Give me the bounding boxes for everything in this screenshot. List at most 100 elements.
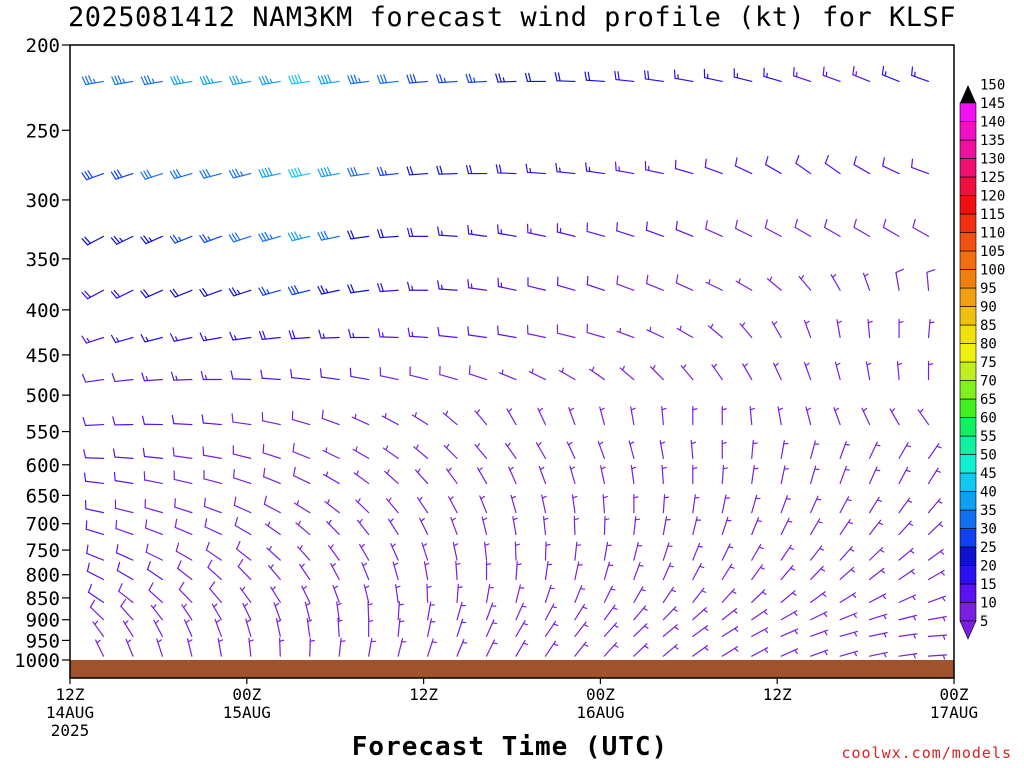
y-tick-label: 450 bbox=[26, 345, 60, 367]
colorbar-label: 40 bbox=[980, 485, 997, 501]
wind-barb bbox=[557, 276, 576, 291]
wind-barb bbox=[780, 590, 797, 603]
wind-barb bbox=[541, 494, 547, 514]
wind-barb bbox=[232, 445, 252, 459]
wind-barb bbox=[199, 233, 222, 244]
wind-barb bbox=[322, 447, 340, 459]
wind-barb bbox=[586, 275, 606, 291]
colorbar-label: 100 bbox=[980, 263, 1005, 279]
wind-barb bbox=[140, 169, 163, 180]
wind-barb bbox=[397, 601, 404, 621]
wind-barb bbox=[661, 464, 667, 485]
wind-barb bbox=[633, 561, 644, 581]
wind-barb bbox=[414, 468, 429, 485]
wind-barb bbox=[201, 414, 222, 426]
wind-barb bbox=[236, 540, 252, 561]
wind-barb bbox=[237, 558, 252, 581]
wind-barb bbox=[763, 67, 782, 83]
wind-barb bbox=[120, 598, 134, 621]
wind-barb bbox=[203, 469, 222, 485]
wind-barb bbox=[751, 627, 769, 637]
wind-barb bbox=[721, 646, 739, 657]
wind-barb bbox=[239, 586, 252, 603]
chart-title: 2025081412 NAM3KM forecast wind profile … bbox=[67, 2, 957, 33]
wind-barb bbox=[85, 520, 105, 536]
wind-barb bbox=[347, 230, 370, 240]
wind-barb bbox=[506, 408, 517, 426]
colorbar-label: 45 bbox=[980, 466, 997, 482]
wind-barb bbox=[199, 287, 222, 298]
wind-barb bbox=[145, 543, 163, 561]
wind-barb bbox=[603, 642, 619, 657]
wind-barb bbox=[86, 544, 105, 561]
wind-barb bbox=[898, 594, 917, 603]
y-tick-label: 200 bbox=[26, 35, 60, 57]
wind-barb bbox=[927, 360, 934, 381]
colorbar-label: 130 bbox=[980, 152, 1005, 168]
wind-barb bbox=[839, 650, 859, 657]
wind-barb bbox=[692, 625, 709, 637]
wind-barb bbox=[273, 602, 281, 621]
wind-barb bbox=[317, 285, 340, 295]
wind-barb bbox=[202, 446, 222, 459]
wind-barb bbox=[205, 541, 222, 561]
wind-barb bbox=[616, 221, 635, 237]
wind-barb bbox=[777, 406, 783, 426]
colorbar-swatch bbox=[959, 287, 977, 307]
wind-barb bbox=[81, 373, 105, 383]
wind-barb bbox=[150, 604, 163, 621]
colorbar-swatch bbox=[959, 565, 977, 585]
wind-barb bbox=[568, 407, 576, 426]
wind-barb bbox=[485, 619, 498, 637]
wind-barb bbox=[868, 651, 888, 658]
wind-barb bbox=[321, 409, 340, 426]
wind-barb bbox=[690, 439, 697, 459]
wind-barb bbox=[83, 472, 105, 485]
wind-barb bbox=[515, 639, 528, 657]
wind-barb bbox=[514, 541, 521, 561]
wind-barb bbox=[199, 332, 222, 342]
wind-barb bbox=[780, 648, 799, 657]
wind-barb bbox=[377, 282, 399, 293]
wind-barb bbox=[207, 559, 222, 581]
wind-barb bbox=[707, 323, 723, 339]
wind-barb bbox=[898, 568, 916, 581]
wind-barb bbox=[287, 285, 311, 296]
wind-barb bbox=[336, 601, 342, 621]
wind-barb bbox=[81, 335, 105, 344]
wind-barb bbox=[882, 218, 900, 237]
colorbar-swatch bbox=[959, 343, 977, 363]
wind-barb bbox=[574, 561, 583, 581]
wind-barb bbox=[125, 638, 134, 657]
wind-barb bbox=[248, 637, 254, 657]
wind-barb bbox=[927, 498, 943, 514]
wind-barb bbox=[772, 362, 782, 381]
wind-barb bbox=[692, 542, 704, 561]
colorbar-swatch bbox=[959, 269, 977, 289]
wind-barb bbox=[573, 515, 579, 536]
wind-barb bbox=[445, 467, 458, 485]
wind-barb bbox=[258, 167, 281, 178]
wind-barb bbox=[347, 284, 370, 294]
wind-barb bbox=[368, 637, 376, 657]
wind-barb bbox=[898, 497, 913, 514]
wind-barb bbox=[927, 521, 944, 536]
wind-barb bbox=[146, 561, 163, 581]
wind-barb bbox=[183, 619, 193, 637]
wind-barb bbox=[275, 618, 282, 637]
wind-barb bbox=[628, 440, 635, 459]
wind-barb bbox=[231, 413, 252, 426]
wind-barb bbox=[721, 588, 737, 603]
wind-barb bbox=[528, 368, 547, 381]
wind-barb bbox=[175, 542, 193, 561]
wind-barb bbox=[810, 611, 828, 621]
wind-barb bbox=[169, 234, 193, 244]
wind-barb bbox=[515, 560, 522, 581]
wind-barb bbox=[721, 563, 735, 581]
y-tick-label: 950 bbox=[26, 630, 60, 652]
wind-barb bbox=[526, 223, 547, 237]
wind-barb bbox=[353, 470, 370, 485]
wind-barb bbox=[270, 586, 281, 603]
wind-barb bbox=[474, 409, 488, 426]
wind-barb bbox=[674, 159, 694, 175]
